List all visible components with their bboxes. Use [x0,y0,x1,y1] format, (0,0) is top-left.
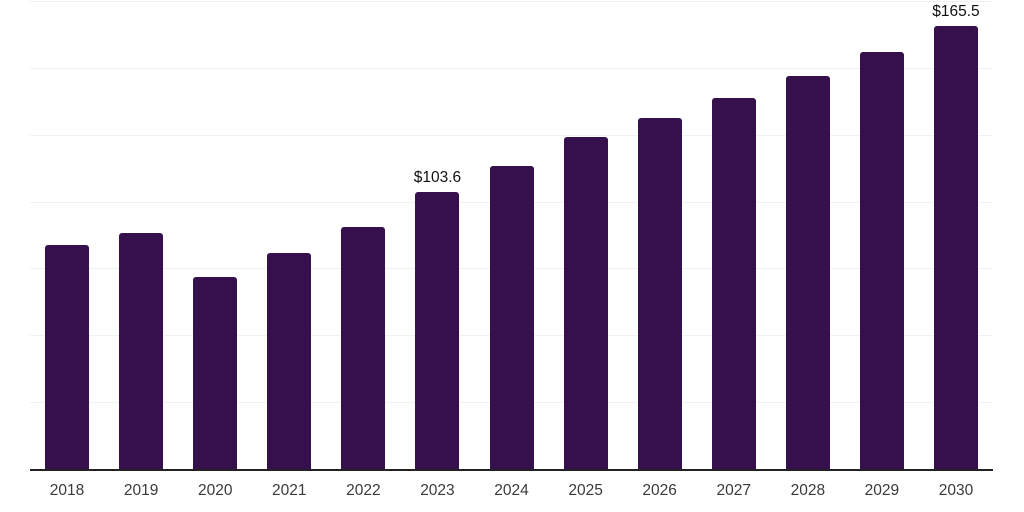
bar-2028 [785,76,830,469]
x-tick-2026: 2026 [642,482,677,499]
bar-2022 [341,226,386,469]
bar-2030 [933,26,978,469]
bar-column-2029 [845,1,919,469]
bar-column-2019 [104,1,178,469]
bar-2025 [563,136,608,469]
bar-2018 [45,244,90,469]
bar-2026 [637,117,682,469]
bar-series: $103.6 $165.5 [30,1,993,469]
bar-column-2028 [771,1,845,469]
gridline-150 [30,67,993,69]
x-tick-2020: 2020 [197,482,233,499]
plot-area: $103.6 $165.5 [30,1,993,471]
x-tick-2025: 2025 [568,482,603,499]
bar-column-2021 [252,1,326,469]
bar-2020 [193,276,238,469]
x-tick-2021: 2021 [272,482,307,499]
bar-column-2024 [474,1,548,469]
bar-column-2020 [178,1,252,469]
x-tick-2022: 2022 [346,482,381,499]
bar-2024 [489,165,534,469]
gridline-175 [30,1,993,2]
gridline-125 [30,134,993,136]
x-axis-tick-labels: 2018 2019 2020 2021 2022 2023 2024 2025 2026 2027… [30,482,993,500]
bar-2029 [859,51,904,469]
x-tick-2028: 2028 [790,482,826,499]
x-tick-2023: 2023 [420,482,455,499]
bar-column-2023: $103.6 [400,1,474,469]
bar-column-2022 [326,1,400,469]
x-tick-2019: 2019 [123,482,159,499]
bar-column-2025 [549,1,623,469]
data-label-2023: $103.6 [413,168,462,186]
x-tick-2018: 2018 [49,482,85,499]
bar-2027 [711,97,756,469]
bar-2019 [119,232,164,469]
x-tick-2029: 2029 [864,482,900,499]
x-axis-line [30,469,993,471]
bar-2021 [267,252,312,469]
bar-column-2018 [30,1,104,469]
bar-column-2026 [623,1,697,469]
x-tick-2024: 2024 [494,482,529,499]
bar-column-2030: $165.5 [919,1,993,469]
bar-column-2027 [697,1,771,469]
bar-2023 [415,191,460,469]
x-tick-2027: 2027 [716,482,751,499]
data-label-2030: $165.5 [932,3,980,21]
x-tick-2030: 2030 [938,482,974,499]
